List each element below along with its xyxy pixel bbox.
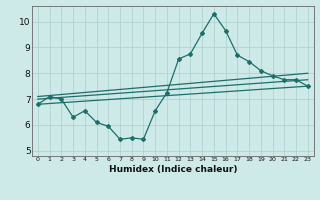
X-axis label: Humidex (Indice chaleur): Humidex (Indice chaleur) [108, 165, 237, 174]
